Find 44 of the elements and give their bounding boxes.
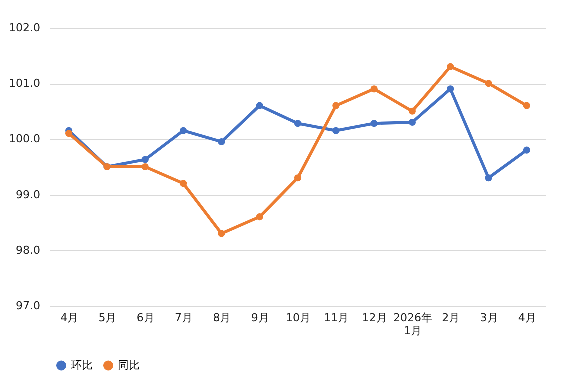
legend-label: 同比	[118, 358, 140, 372]
x-tick-label: 2026年 1月	[393, 312, 432, 338]
point	[66, 130, 73, 138]
point	[294, 174, 302, 182]
point	[485, 174, 492, 182]
point	[332, 127, 340, 134]
point	[370, 120, 378, 128]
point	[485, 80, 492, 88]
point	[180, 180, 188, 188]
x-tick-label: 12月	[362, 312, 388, 324]
y-tick-label: 99.0	[16, 188, 40, 202]
point	[408, 108, 416, 115]
point	[218, 230, 226, 238]
x-tick-label: 10月	[286, 312, 311, 324]
point	[180, 127, 188, 134]
point	[523, 102, 530, 110]
legend-label: 环比	[71, 358, 93, 372]
point	[256, 214, 264, 221]
point	[142, 163, 149, 171]
y-tick-label: 101.0	[9, 77, 40, 90]
x-tick-label: 9月	[251, 312, 270, 324]
point	[370, 86, 378, 93]
point	[408, 118, 416, 126]
y-tick-label: 102.0	[9, 22, 40, 34]
point	[142, 156, 149, 164]
x-tick-label: 7月	[175, 312, 194, 324]
x-tick-label: 3月	[480, 312, 498, 324]
point	[523, 146, 530, 154]
x-tick-label: 8月	[213, 312, 232, 324]
x-tick-label: 11月	[324, 312, 350, 324]
point	[332, 102, 340, 110]
y-tick-label: 97.0	[16, 300, 40, 312]
y-tick-label: 98.0	[16, 244, 40, 257]
point	[218, 138, 226, 146]
x-tick-label: 5月	[98, 312, 117, 324]
x-tick-label: 6月	[136, 312, 155, 324]
x-tick-label: 4月	[60, 312, 79, 324]
point	[256, 102, 264, 110]
x-tick-label: 2月	[442, 312, 460, 324]
x-tick-label: 4月	[518, 312, 536, 324]
point	[447, 63, 454, 70]
point	[447, 86, 454, 93]
y-tick-label: 100.0	[9, 132, 40, 146]
point	[294, 120, 302, 128]
